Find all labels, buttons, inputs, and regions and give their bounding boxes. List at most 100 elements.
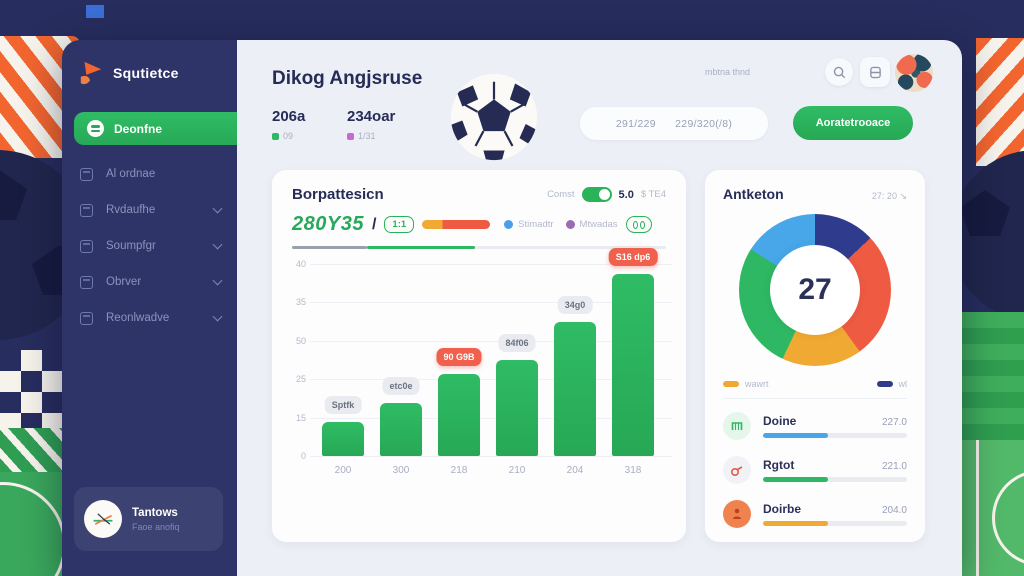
progress-line: [292, 246, 666, 249]
stat-block-2: 234oar 1/31: [347, 108, 395, 141]
row-value: 204.0: [881, 504, 907, 516]
stat-dot: [347, 132, 354, 140]
sidebar-item-label: Rvdaufhe: [106, 204, 156, 216]
bar-210[interactable]: [496, 360, 538, 456]
tactics-icon: [84, 500, 122, 538]
legend-pill: [723, 381, 739, 387]
chevron-down-icon: [212, 311, 223, 322]
player-icon: [723, 499, 751, 528]
gridline: [310, 302, 672, 304]
x-axis-tick: 204: [566, 465, 584, 476]
sidebar-item-active[interactable]: Deonfne: [74, 112, 237, 145]
sidebar-item-5[interactable]: Obrver: [62, 264, 237, 300]
sidebar-item-label: Al ordnae: [106, 168, 156, 180]
gridline: [310, 379, 672, 381]
chevron-down-icon: [212, 275, 223, 286]
whistle-icon: [723, 455, 751, 484]
donut-legend-item: wawrt: [723, 379, 769, 389]
row-progress: [763, 520, 907, 526]
x-axis-tick: 300: [392, 465, 410, 476]
bar-value-pill: Sptfk: [324, 396, 362, 415]
y-axis-tick: 25: [295, 374, 306, 385]
menu-item-icon: [80, 311, 93, 325]
row-progress: [763, 476, 907, 482]
sidebar-item-2[interactable]: Al ordnae: [62, 156, 237, 192]
y-axis-tick: 50: [295, 335, 306, 346]
donut-center: 27: [770, 245, 860, 335]
legend-item: Mtwadas: [565, 219, 618, 230]
date-range-input[interactable]: 291/229 229/320(/8): [580, 107, 768, 140]
decor-stripes-right: [976, 38, 1024, 166]
stat-row-doirbe[interactable]: Doirbe 204.0: [705, 496, 925, 531]
bar-value-pill: 90 G9B: [436, 348, 482, 367]
stat-sub: 09: [283, 131, 294, 141]
footer-title: Tantows: [132, 506, 178, 519]
sidebar-item-4[interactable]: Soumpfgr: [62, 228, 237, 264]
bar-200[interactable]: [322, 422, 364, 456]
stat-value: 206a: [272, 108, 306, 125]
sidebar-nav: Al ordnae Rvdaufhe Soumpfgr Obrver Reonlwadv…: [62, 156, 237, 336]
bar-value-pill: S16 dp6: [608, 247, 658, 266]
sidebar-item-3[interactable]: Rvdaufhe: [62, 192, 237, 228]
bar-218[interactable]: [438, 374, 480, 456]
decor-chip: [86, 5, 104, 18]
menu-button[interactable]: [860, 57, 890, 87]
gridline: [310, 417, 672, 419]
row-value: 221.0: [881, 460, 907, 472]
y-axis-tick: 15: [295, 412, 306, 423]
calendar-icon: [869, 66, 881, 78]
soccer-ball-illustration: [450, 73, 538, 161]
y-axis-tick: 0: [300, 451, 306, 461]
x-axis-tick: 318: [624, 465, 642, 476]
decor-green-stripes-right: [962, 312, 1024, 440]
search-icon: [833, 66, 845, 78]
menu-item-icon: [80, 167, 93, 181]
sidebar-item-label: Obrver: [106, 276, 142, 288]
bar-300[interactable]: [380, 403, 422, 456]
footer-subtitle: Faoe anofiq: [132, 521, 180, 532]
stat-dot: [272, 132, 279, 140]
bar-204[interactable]: [554, 321, 596, 456]
sidebar-item-6[interactable]: Reonlwadve: [62, 300, 237, 336]
sidebar-footer-card[interactable]: Tantows Faoe anofiq: [74, 487, 223, 551]
legend-dot: [565, 220, 575, 229]
gradient-progress-pill: [422, 220, 491, 229]
donut-legend-item: wl: [876, 379, 907, 389]
metric-separator: /: [371, 215, 377, 233]
x-axis-tick: 210: [508, 465, 526, 476]
menu-item-icon: [80, 239, 93, 253]
gridline: [310, 456, 672, 457]
logo: Squtietce: [62, 40, 237, 86]
row-label: Doirbe: [763, 501, 802, 516]
decor-green-stripes-left: [0, 428, 64, 476]
user-avatar[interactable]: [895, 54, 933, 92]
logo-text: Squtietce: [113, 65, 179, 81]
stat-value: 234oar: [347, 108, 396, 125]
search-button[interactable]: [825, 58, 853, 86]
stat-row-doine[interactable]: Doine 227.0: [705, 408, 925, 443]
bar-318[interactable]: [612, 273, 654, 456]
toggle-value: 5.0: [618, 188, 634, 201]
bar-value-pill: etc0e: [382, 377, 420, 396]
y-axis-tick: 35: [295, 297, 306, 308]
toggle-switch[interactable]: [581, 187, 612, 202]
sidebar-item-label: Deonfne: [114, 121, 162, 136]
decor-field-right: [962, 440, 1024, 576]
gridline: [310, 264, 672, 265]
donut-center-value: 27: [798, 273, 832, 306]
donut-card-title: Antketon: [723, 186, 784, 202]
donut-legend: wawrt wl: [705, 379, 925, 389]
primary-action-button[interactable]: Aoratetrooace: [793, 106, 913, 140]
page-title: Dikog Angjsruse: [272, 68, 423, 89]
legend-badge-icon: [625, 216, 652, 233]
donut-card-range: 27: 20 ↘: [871, 191, 907, 201]
sidebar-item-label: Reonlwadve: [106, 312, 170, 324]
menu-item-icon: [80, 203, 93, 217]
top-note: mbtna thnd: [705, 67, 751, 77]
decor-field-left: [0, 472, 64, 576]
bar-value-pill: 84f06: [498, 334, 536, 352]
main-chart-card: Borpattesicn Comst 5.0 $ TE4 280Y35 / 1:…: [272, 170, 686, 542]
sidebar: Squtietce Deonfne Al ordnae Rvdaufhe Soump…: [62, 40, 237, 576]
stat-row-rgtot[interactable]: Rgtot 221.0: [705, 452, 925, 487]
x-axis-tick: 200: [334, 465, 352, 476]
